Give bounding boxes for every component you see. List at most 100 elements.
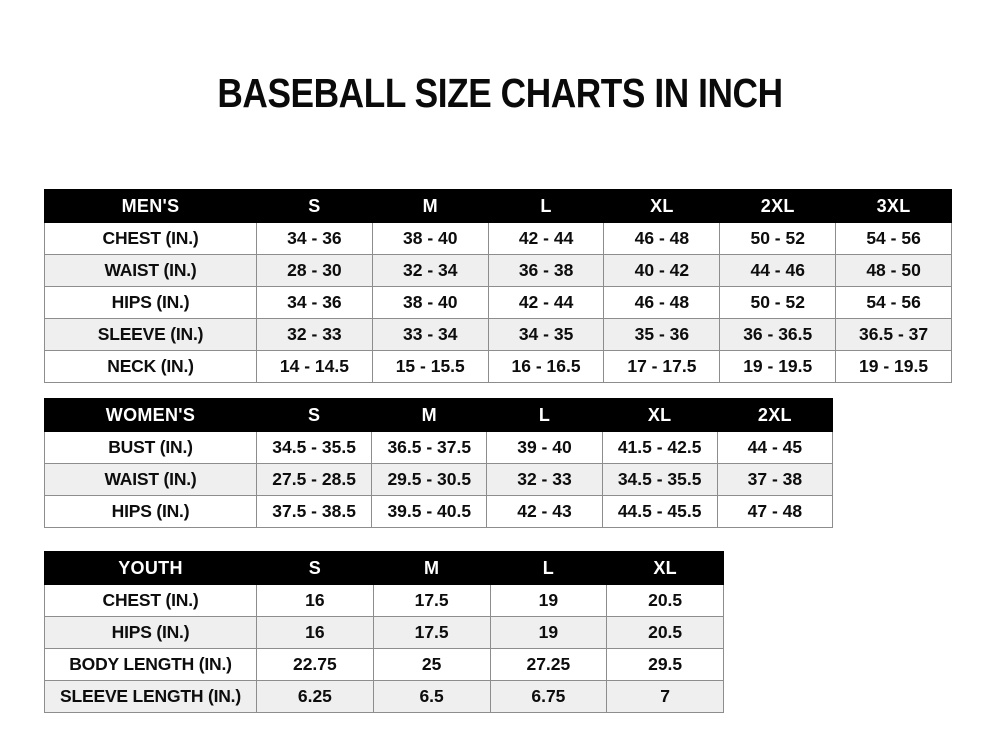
measurement-value: 6.5 <box>372 680 491 713</box>
measurement-value: 17 - 17.5 <box>603 350 721 383</box>
size-column-header-s: S <box>256 189 373 223</box>
measurement-value: 19 - 19.5 <box>835 350 952 383</box>
measurement-value: 46 - 48 <box>603 286 721 319</box>
measurement-value: 32 - 33 <box>256 318 373 351</box>
measurement-value: 34 - 36 <box>256 286 373 319</box>
size-column-header-s: S <box>255 398 373 432</box>
measurement-value: 50 - 52 <box>719 286 837 319</box>
measurement-label: HIPS (IN.) <box>44 495 257 528</box>
table-row: HIPS (IN.) 16 17.5 19 20.5 <box>44 616 724 649</box>
measurement-label: WAIST (IN.) <box>44 463 257 496</box>
measurement-value: 39 - 40 <box>486 431 603 464</box>
table-row: HIPS (IN.) 37.5 - 38.5 39.5 - 40.5 42 - 43 4… <box>44 495 834 528</box>
measurement-value: 16 - 16.5 <box>487 350 605 383</box>
table-row: CHEST (IN.) 16 17.5 19 20.5 <box>44 584 724 617</box>
table-row: NECK (IN.) 14 - 14.5 15 - 15.5 16 - 16.5 17 … <box>44 350 952 383</box>
measurement-label: WAIST (IN.) <box>44 254 257 287</box>
measurement-value: 7 <box>606 680 724 713</box>
size-column-header-xl: XL <box>601 398 718 432</box>
measurement-value: 14 - 14.5 <box>256 350 373 383</box>
measurement-value: 32 - 34 <box>371 254 489 287</box>
measurement-value: 37.5 - 38.5 <box>255 495 373 528</box>
size-column-header-l: L <box>486 398 603 432</box>
measurement-value: 54 - 56 <box>835 286 952 319</box>
table-row: SLEEVE LENGTH (IN.) 6.25 6.5 6.75 7 <box>44 680 724 713</box>
size-column-header-m: M <box>371 189 489 223</box>
mens-size-table-block: MEN'S S M L XL 2XL 3XL CHEST (IN.) 34 - 36 38 - … <box>44 189 952 383</box>
youth-header-row: YOUTH S M L XL <box>44 551 724 585</box>
measurement-value: 44 - 45 <box>716 431 834 464</box>
size-column-header-3xl: 3XL <box>835 189 952 223</box>
measurement-value: 25 <box>372 648 491 681</box>
measurement-value: 20.5 <box>606 616 724 649</box>
youth-table-body: CHEST (IN.) 16 17.5 19 20.5 HIPS (IN.) 16 17.5 1… <box>44 584 724 713</box>
measurement-value: 32 - 33 <box>486 463 603 496</box>
measurement-value: 50 - 52 <box>719 222 837 255</box>
measurement-value: 41.5 - 42.5 <box>601 431 718 464</box>
table-row: HIPS (IN.) 34 - 36 38 - 40 42 - 44 46 - 48 50… <box>44 286 952 319</box>
measurement-label: NECK (IN.) <box>44 350 257 383</box>
womens-size-table: WOMEN'S S M L XL 2XL BUST (IN.) 34.5 - 35.5 36.… <box>44 398 834 528</box>
youth-table-title-header: YOUTH <box>44 551 257 585</box>
size-column-header-xl: XL <box>603 189 721 223</box>
page-title: BASEBALL SIZE CHARTS IN INCH <box>217 70 783 116</box>
measurement-value: 36.5 - 37 <box>835 318 952 351</box>
womens-table-body: BUST (IN.) 34.5 - 35.5 36.5 - 37.5 39 - 40 4… <box>44 431 834 528</box>
measurement-value: 36 - 36.5 <box>719 318 837 351</box>
measurement-label: CHEST (IN.) <box>44 222 257 255</box>
measurement-value: 42 - 43 <box>486 495 603 528</box>
womens-table-title-header: WOMEN'S <box>44 398 257 432</box>
measurement-label: SLEEVE (IN.) <box>44 318 257 351</box>
measurement-value: 16 <box>256 584 374 617</box>
measurement-value: 17.5 <box>372 584 491 617</box>
measurement-label: HIPS (IN.) <box>44 286 257 319</box>
measurement-value: 33 - 34 <box>371 318 489 351</box>
measurement-label: SLEEVE LENGTH (IN.) <box>44 680 257 713</box>
measurement-label: CHEST (IN.) <box>44 584 257 617</box>
measurement-value: 34 - 36 <box>256 222 373 255</box>
measurement-value: 22.75 <box>256 648 374 681</box>
measurement-value: 48 - 50 <box>835 254 952 287</box>
size-column-header-l: L <box>489 551 608 585</box>
size-column-header-m: M <box>372 551 491 585</box>
womens-table-head: WOMEN'S S M L XL 2XL <box>44 398 834 432</box>
size-column-header-m: M <box>371 398 488 432</box>
size-column-header-xl: XL <box>606 551 724 585</box>
youth-size-table-block: YOUTH S M L XL CHEST (IN.) 16 17.5 19 20.5 HIPS (… <box>44 551 724 713</box>
womens-header-row: WOMEN'S S M L XL 2XL <box>44 398 834 432</box>
measurement-value: 44 - 46 <box>719 254 837 287</box>
size-column-header-2xl: 2XL <box>719 189 837 223</box>
measurement-value: 47 - 48 <box>716 495 834 528</box>
measurement-value: 39.5 - 40.5 <box>371 495 488 528</box>
measurement-value: 27.5 - 28.5 <box>255 463 373 496</box>
measurement-value: 34 - 35 <box>487 318 605 351</box>
size-column-header-2xl: 2XL <box>716 398 834 432</box>
table-row: SLEEVE (IN.) 32 - 33 33 - 34 34 - 35 35 - 36… <box>44 318 952 351</box>
mens-header-row: MEN'S S M L XL 2XL 3XL <box>44 189 952 223</box>
womens-size-table-block: WOMEN'S S M L XL 2XL BUST (IN.) 34.5 - 35.5 36.… <box>44 398 834 528</box>
measurement-value: 38 - 40 <box>371 286 489 319</box>
measurement-value: 6.75 <box>489 680 608 713</box>
measurement-value: 6.25 <box>256 680 374 713</box>
measurement-label: BODY LENGTH (IN.) <box>44 648 257 681</box>
measurement-value: 16 <box>256 616 374 649</box>
measurement-value: 44.5 - 45.5 <box>601 495 718 528</box>
mens-table-body: CHEST (IN.) 34 - 36 38 - 40 42 - 44 46 - 48 5… <box>44 222 952 383</box>
size-column-header-l: L <box>487 189 605 223</box>
measurement-value: 40 - 42 <box>603 254 721 287</box>
measurement-value: 15 - 15.5 <box>371 350 489 383</box>
measurement-value: 34.5 - 35.5 <box>601 463 718 496</box>
measurement-value: 37 - 38 <box>716 463 834 496</box>
mens-table-head: MEN'S S M L XL 2XL 3XL <box>44 189 952 223</box>
measurement-value: 36.5 - 37.5 <box>371 431 488 464</box>
measurement-value: 28 - 30 <box>256 254 373 287</box>
measurement-value: 36 - 38 <box>487 254 605 287</box>
measurement-label: BUST (IN.) <box>44 431 257 464</box>
measurement-value: 35 - 36 <box>603 318 721 351</box>
table-row: BUST (IN.) 34.5 - 35.5 36.5 - 37.5 39 - 40 4… <box>44 431 834 464</box>
mens-size-table: MEN'S S M L XL 2XL 3XL CHEST (IN.) 34 - 36 38 - … <box>44 189 952 383</box>
measurement-value: 34.5 - 35.5 <box>255 431 373 464</box>
measurement-value: 29.5 <box>606 648 724 681</box>
measurement-value: 42 - 44 <box>487 286 605 319</box>
